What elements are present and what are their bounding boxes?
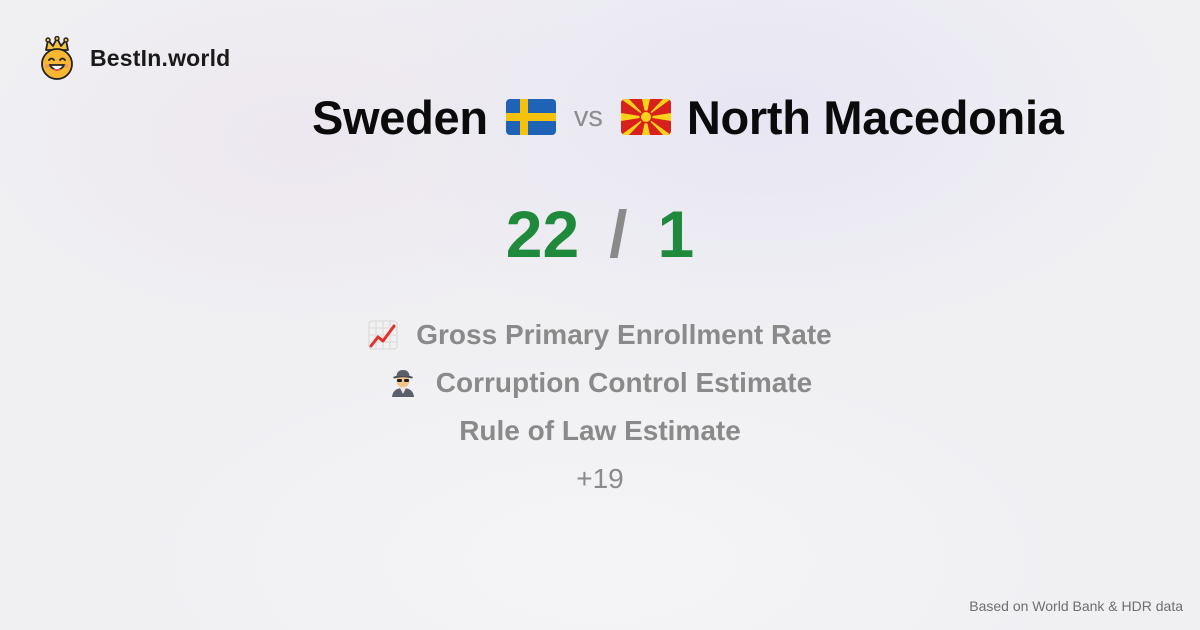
country-b-name: North Macedonia bbox=[686, 90, 1064, 144]
metric-label: Corruption Control Estimate bbox=[435, 367, 813, 398]
data-source-note: Based on World Bank & HDR data bbox=[969, 598, 1183, 614]
score-separator: / bbox=[609, 197, 628, 271]
score-b: 1 bbox=[657, 197, 695, 271]
comparison-title: Sweden vs North Macedonia bbox=[312, 86, 1064, 148]
country-a-name: Sweden bbox=[312, 90, 488, 144]
metric-label: Gross Primary Enrollment Rate bbox=[416, 319, 832, 350]
chart-increasing-icon bbox=[368, 320, 398, 350]
score-row: 22 / 1 bbox=[0, 194, 1200, 274]
sweden-flag-icon bbox=[505, 99, 556, 135]
metric-label: Rule of Law Estimate bbox=[459, 415, 741, 446]
detective-icon bbox=[391, 370, 414, 397]
brand-name: BestIn.world bbox=[90, 44, 231, 71]
smiling-crown-face-icon bbox=[41, 36, 73, 80]
metric-item: Corruption Control Estimate bbox=[0, 363, 1200, 403]
vs-separator: vs bbox=[573, 100, 603, 133]
metric-item: Gross Primary Enrollment Rate bbox=[0, 315, 1200, 355]
north-macedonia-flag-icon bbox=[620, 99, 671, 135]
more-metrics-count: +19 bbox=[0, 459, 1200, 499]
brand[interactable]: BestIn.world bbox=[38, 36, 230, 80]
metric-item: Rule of Law Estimate bbox=[0, 411, 1200, 451]
more-count-label: +19 bbox=[576, 463, 624, 494]
score-a: 22 bbox=[505, 197, 580, 271]
